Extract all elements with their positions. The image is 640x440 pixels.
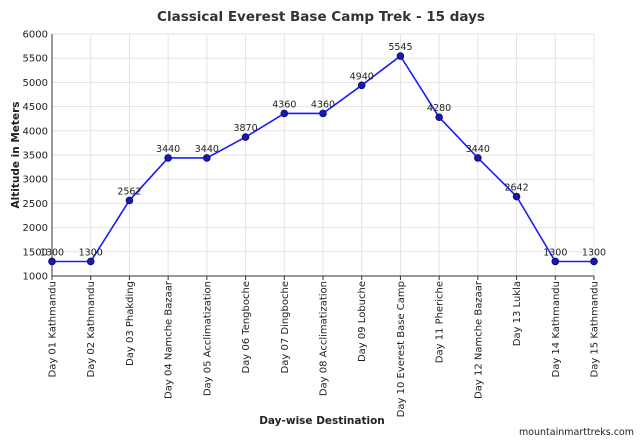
data-label: 5545 — [388, 42, 412, 53]
x-tick-label: Day 12 Namche Bazaar — [473, 280, 484, 399]
x-tick-label: Day 10 Everest Base Camp — [396, 281, 407, 417]
x-tick-label: Day 11 Pheriche — [435, 281, 446, 363]
y-tick-label: 1000 — [23, 272, 48, 283]
x-tick-labels: Day 01 Kathmandu Day 02 Kathmandu Day 03 P… — [48, 280, 601, 417]
data-label: 1300 — [543, 247, 567, 258]
data-label: 4940 — [350, 71, 374, 82]
data-label: 2562 — [117, 186, 141, 197]
x-tick-label: Day 06 Tengboche — [241, 281, 252, 374]
y-tick-label: 4000 — [23, 126, 48, 137]
data-label: 4280 — [427, 103, 451, 114]
data-label: 3440 — [156, 144, 180, 155]
data-point — [551, 257, 560, 266]
data-label: 3870 — [233, 123, 257, 134]
data-point — [435, 113, 443, 122]
data-point — [48, 257, 56, 266]
data-point — [280, 109, 289, 118]
data-label: 3440 — [466, 144, 490, 155]
data-label: 1300 — [582, 247, 606, 258]
x-tick-label: Day 07 Dingboche — [280, 281, 291, 373]
y-tick-label: 4500 — [23, 102, 48, 113]
data-label: 1300 — [79, 247, 103, 258]
x-tick-label: Day 13 Lukla — [512, 281, 523, 346]
x-tick-label: Day 05 Acclimatization — [202, 281, 213, 396]
data-point — [396, 52, 405, 60]
x-tick-label: Day 09 Lobuche — [357, 281, 368, 362]
chart-title: Classical Everest Base Camp Trek - 15 da… — [157, 9, 485, 25]
credit-text: mountainmarttreks.com — [519, 427, 634, 438]
data-label: 3440 — [195, 144, 219, 155]
y-tick-label: 2500 — [23, 199, 48, 210]
y-tick-label: 1500 — [23, 247, 48, 258]
x-axis-title: Day-wise Destination — [259, 415, 385, 427]
y-tick-label: 6000 — [23, 30, 48, 41]
x-tick-label: Day 14 Kathmandu — [551, 281, 562, 378]
data-point — [319, 109, 327, 118]
y-tick-label: 3500 — [23, 151, 48, 162]
data-label: 2642 — [504, 183, 528, 194]
x-tick-label: Day 04 Namche Bazaar — [164, 280, 175, 399]
y-tick-label: 3000 — [23, 175, 48, 186]
data-point — [241, 133, 250, 141]
data-label: 4360 — [272, 99, 296, 110]
data-point — [357, 81, 366, 90]
axes — [51, 34, 595, 280]
x-tick-label: Day 03 Phakding — [125, 281, 136, 366]
data-label: 4360 — [311, 99, 335, 110]
y-tick-label: 2000 — [23, 223, 48, 234]
grid — [51, 33, 595, 277]
data-point — [590, 257, 598, 266]
x-tick-label: Day 08 Acclimatization — [319, 281, 330, 396]
x-tick-label: Day 02 Kathmandu — [86, 281, 97, 378]
data-point — [125, 196, 134, 205]
data-point — [164, 154, 172, 162]
data-labels: 1300 1300 2562 3440 3440 3870 4360 4360 4940 5545… — [40, 42, 606, 258]
data-label: 1300 — [40, 247, 64, 258]
data-point — [86, 257, 95, 266]
y-tick-labels: 1000 1500 2000 2500 3000 3500 4000 4500 5000 5500… — [23, 30, 48, 283]
x-tick-label: Day 01 Kathmandu — [48, 281, 59, 378]
x-tick-label: Day 15 Kathmandu — [590, 281, 601, 378]
data-point — [474, 154, 482, 162]
series — [48, 52, 598, 266]
y-axis-title: Altitude in Meters — [10, 102, 22, 209]
data-point — [203, 154, 211, 162]
data-point — [512, 192, 521, 201]
y-tick-label: 5000 — [23, 78, 48, 89]
y-tick-label: 5500 — [23, 54, 48, 65]
